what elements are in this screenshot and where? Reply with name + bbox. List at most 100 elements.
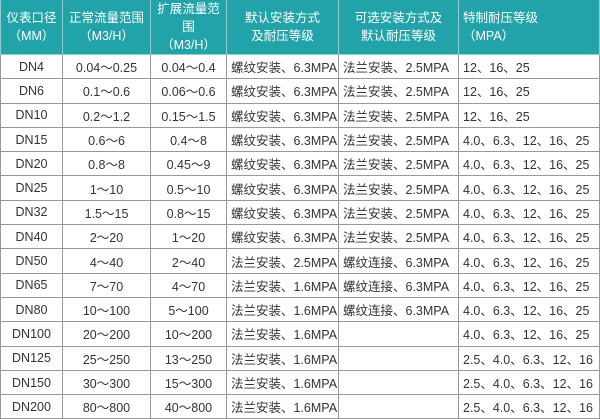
cell-special-pressure: 4.0、6.3、12、16、25 xyxy=(458,151,600,177)
cell-default-install: 螺纹安装、6.3MPA xyxy=(226,175,339,201)
cell-optional-install xyxy=(338,321,459,347)
cell-normal-flow: 4～40 xyxy=(62,248,151,274)
cell-special-pressure: 4.0、6.3、12、16、25 xyxy=(458,199,600,226)
cell-diameter: DN32 xyxy=(0,199,63,226)
table-row: DN32 1.5～15 0.8～15 螺纹安装、6.3MPA 法兰安装、2.5MPA 4.… xyxy=(0,199,600,226)
cell-normal-flow: 1～10 xyxy=(62,175,151,201)
cell-special-pressure: 4.0、6.3、12、16、25 xyxy=(458,296,600,323)
table-row: DN20 0.8～8 0.45～9 螺纹安装、6.3MPA 法兰安装、2.5MPA 4.0… xyxy=(0,151,600,177)
cell-diameter: DN200 xyxy=(0,394,63,419)
cell-default-install: 法兰安装、2.5MPA xyxy=(226,248,339,274)
table-row: DN125 25～250 13～250 法兰安装、1.6MPA 2.5、4.0、6.3、… xyxy=(0,345,600,371)
table-row: DN6 0.1～0.6 0.06～0.6 螺纹安装、6.3MPA 法兰安装、2.5MPA… xyxy=(0,78,600,104)
header-normal-flow-line2: （M3/H） xyxy=(79,29,134,43)
cell-normal-flow: 0.8～8 xyxy=(62,151,151,177)
cell-extended-flow: 0.8～15 xyxy=(150,199,227,226)
cell-diameter: DN65 xyxy=(0,272,63,298)
cell-special-pressure: 4.0、6.3、12、16、25 xyxy=(458,224,600,250)
cell-special-pressure: 12、16、25 xyxy=(458,78,600,104)
cell-default-install: 螺纹安装、6.3MPA xyxy=(226,78,339,104)
cell-special-pressure: 12、16、25 xyxy=(458,53,600,80)
cell-extended-flow: 0.06～0.6 xyxy=(150,78,227,104)
header-default-install-line1: 默认安装方式 xyxy=(244,11,320,25)
header-default-install: 默认安装方式 及耐压等级 xyxy=(226,0,339,55)
cell-default-install: 螺纹安装、6.3MPA xyxy=(226,224,339,250)
header-diameter-line1: 仪表口径 xyxy=(6,11,57,25)
cell-optional-install: 法兰安装、2.5MPA xyxy=(338,199,459,226)
cell-default-install: 螺纹安装、6.3MPA xyxy=(226,199,339,226)
cell-normal-flow: 80～800 xyxy=(62,394,151,419)
table-row: DN200 80～800 40～800 法兰安装、1.6MPA 2.5、4.0、6.3、… xyxy=(0,394,600,419)
table-row: DN25 1～10 0.5～10 螺纹安装、6.3MPA 法兰安装、2.5MPA 4.0、… xyxy=(0,175,600,201)
cell-optional-install: 螺纹连接、6.3MPA xyxy=(338,248,459,274)
cell-diameter: DN6 xyxy=(0,78,63,104)
cell-extended-flow: 5～100 xyxy=(150,296,227,323)
cell-default-install: 螺纹安装、6.3MPA xyxy=(226,53,339,80)
cell-extended-flow: 0.4～8 xyxy=(150,126,227,153)
cell-normal-flow: 0.1～0.6 xyxy=(62,78,151,104)
table-row: DN65 7～70 4～70 法兰安装、1.6MPA 螺纹连接、6.3MPA 4.0、6.… xyxy=(0,272,600,298)
header-default-install-line2: 及耐压等级 xyxy=(251,29,314,43)
cell-default-install: 法兰安装、1.6MPA xyxy=(226,321,339,347)
cell-default-install: 法兰安装、1.6MPA xyxy=(226,394,339,419)
cell-optional-install: 法兰安装、2.5MPA xyxy=(338,53,459,80)
cell-extended-flow: 0.15～1.5 xyxy=(150,102,227,128)
cell-normal-flow: 30～300 xyxy=(62,369,151,396)
cell-normal-flow: 10～100 xyxy=(62,296,151,323)
cell-normal-flow: 2～20 xyxy=(62,224,151,250)
table-row: DN40 2～20 1～20 螺纹安装、6.3MPA 法兰安装、2.5MPA 4.0、6.… xyxy=(0,224,600,250)
cell-optional-install xyxy=(338,369,459,396)
cell-diameter: DN25 xyxy=(0,175,63,201)
cell-diameter: DN20 xyxy=(0,151,63,177)
cell-extended-flow: 10～200 xyxy=(150,321,227,347)
header-diameter-line2: （MM） xyxy=(8,29,55,43)
table-row: DN100 20～200 10～200 法兰安装、1.6MPA 4.0、6.3、12、1… xyxy=(0,321,600,347)
table-row: DN150 30～300 15～300 法兰安装、1.6MPA 2.5、4.0、6.3、… xyxy=(0,369,600,396)
cell-optional-install xyxy=(338,345,459,371)
cell-optional-install: 螺纹连接、6.3MPA xyxy=(338,272,459,298)
cell-extended-flow: 1～20 xyxy=(150,224,227,250)
cell-optional-install: 法兰安装、2.5MPA xyxy=(338,175,459,201)
cell-optional-install: 法兰安装、2.5MPA xyxy=(338,151,459,177)
cell-extended-flow: 0.04～0.4 xyxy=(150,53,227,80)
table-row: DN15 0.6～6 0.4～8 螺纹安装、6.3MPA 法兰安装、2.5MPA 4.0、… xyxy=(0,126,600,153)
cell-default-install: 螺纹安装、6.3MPA xyxy=(226,126,339,153)
cell-diameter: DN50 xyxy=(0,248,63,274)
cell-extended-flow: 15～300 xyxy=(150,369,227,396)
cell-optional-install: 法兰安装、2.5MPA xyxy=(338,224,459,250)
header-extended-flow-line1: 扩展流量范围 xyxy=(157,2,220,34)
cell-extended-flow: 2～40 xyxy=(150,248,227,274)
header-optional-install-line2: 默认耐压等级 xyxy=(360,29,436,43)
cell-default-install: 螺纹安装、6.3MPA xyxy=(226,102,339,128)
cell-special-pressure: 2.5、4.0、6.3、12、16 xyxy=(458,394,600,419)
cell-normal-flow: 0.04～0.25 xyxy=(62,53,151,80)
header-special-pressure: 特制耐压等级 （MPA） xyxy=(458,0,600,55)
cell-extended-flow: 4～70 xyxy=(150,272,227,298)
header-extended-flow: 扩展流量范围 （M3/H） xyxy=(150,0,227,55)
cell-diameter: DN150 xyxy=(0,369,63,396)
header-extended-flow-line2: （M3/H） xyxy=(161,38,216,52)
cell-extended-flow: 13～250 xyxy=(150,345,227,371)
cell-special-pressure: 12、16、25 xyxy=(458,102,600,128)
cell-optional-install: 法兰安装、2.5MPA xyxy=(338,78,459,104)
cell-extended-flow: 0.5～10 xyxy=(150,175,227,201)
cell-diameter: DN125 xyxy=(0,345,63,371)
cell-diameter: DN10 xyxy=(0,102,63,128)
header-special-pressure-line1: 特制耐压等级 xyxy=(463,11,539,25)
cell-normal-flow: 0.6～6 xyxy=(62,126,151,153)
header-normal-flow-line1: 正常流量范围 xyxy=(68,11,144,25)
header-diameter: 仪表口径 （MM） xyxy=(0,0,63,55)
cell-default-install: 螺纹安装、6.3MPA xyxy=(226,151,339,177)
cell-extended-flow: 0.45～9 xyxy=(150,151,227,177)
cell-normal-flow: 20～200 xyxy=(62,321,151,347)
header-row: 仪表口径 （MM） 正常流量范围 （M3/H） 扩展流量范围 （M3/H） 默认安装方式 及耐… xyxy=(0,0,600,55)
cell-diameter: DN40 xyxy=(0,224,63,250)
table-row: DN80 10～100 5～100 法兰安装、1.6MPA 螺纹连接、6.3MPA 4.0… xyxy=(0,296,600,323)
cell-diameter: DN15 xyxy=(0,126,63,153)
cell-normal-flow: 7～70 xyxy=(62,272,151,298)
cell-default-install: 法兰安装、1.6MPA xyxy=(226,369,339,396)
cell-normal-flow: 0.2～1.2 xyxy=(62,102,151,128)
table-row: DN4 0.04～0.25 0.04～0.4 螺纹安装、6.3MPA 法兰安装、2.5M… xyxy=(0,53,600,80)
header-normal-flow: 正常流量范围 （M3/H） xyxy=(62,0,151,55)
